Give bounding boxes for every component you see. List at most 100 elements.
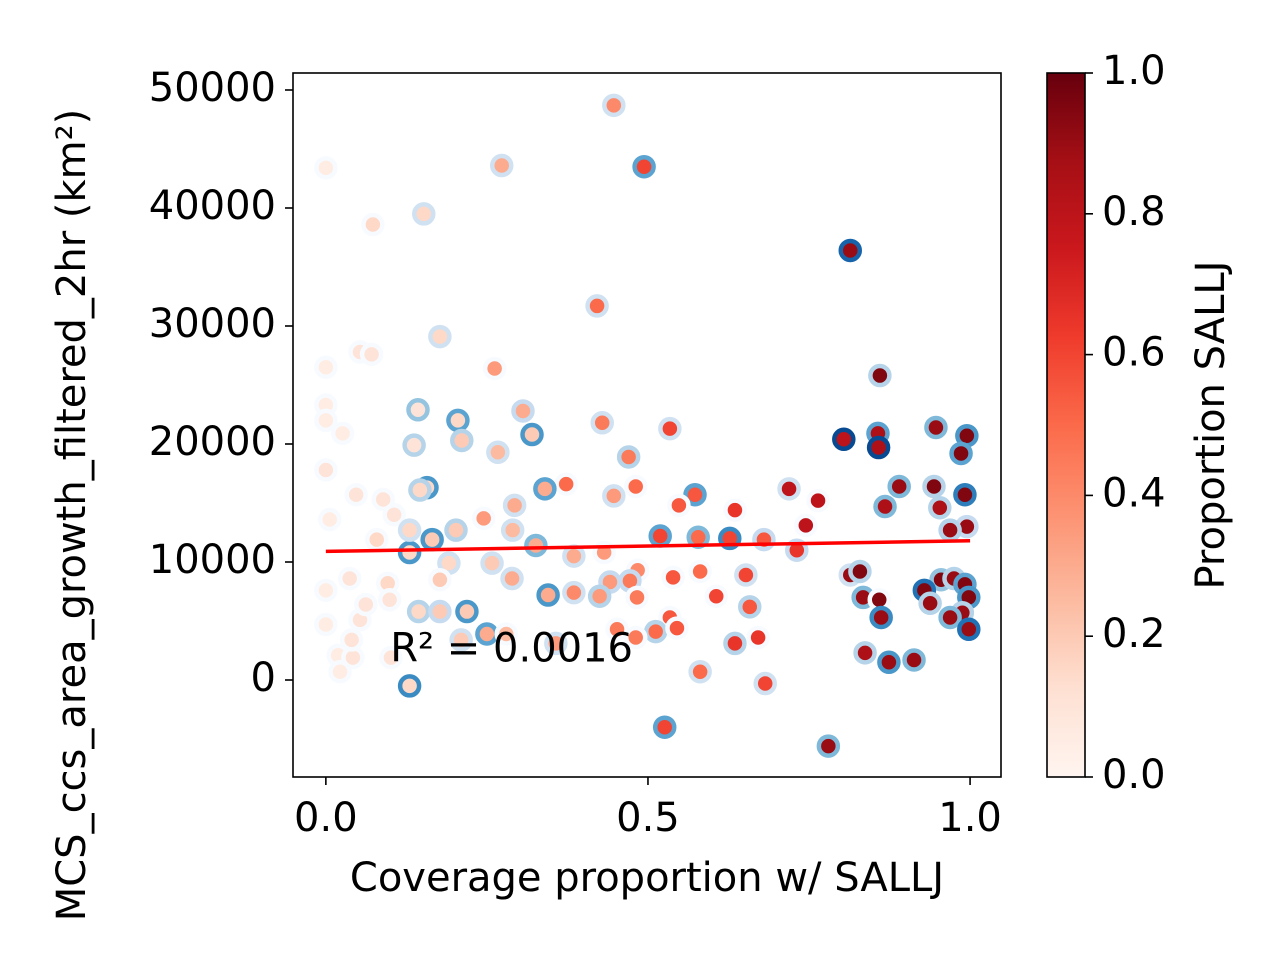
point — [554, 472, 578, 496]
point — [632, 154, 656, 179]
point — [949, 441, 973, 466]
point — [928, 495, 952, 520]
point — [480, 551, 504, 575]
point — [379, 645, 403, 670]
point — [314, 156, 338, 180]
point — [455, 599, 479, 624]
point — [337, 566, 362, 591]
point — [643, 619, 668, 644]
y-tick-label: 50000 — [149, 65, 276, 111]
colorbar-tick-label: 0.0 — [1102, 752, 1166, 798]
point — [428, 324, 452, 349]
point — [328, 659, 352, 684]
point — [314, 408, 338, 433]
point — [562, 580, 586, 605]
point — [590, 411, 614, 435]
point — [887, 474, 911, 499]
point — [406, 599, 431, 624]
point — [957, 617, 981, 642]
point — [500, 566, 524, 591]
point — [450, 428, 474, 453]
point — [330, 421, 355, 446]
point — [536, 583, 560, 607]
point — [511, 399, 535, 423]
annotation: R² = 0.0016 — [390, 626, 633, 672]
point — [489, 153, 514, 178]
point — [623, 474, 648, 499]
point — [602, 484, 626, 508]
colorbar — [1046, 72, 1086, 778]
point — [397, 518, 422, 542]
point — [734, 563, 758, 587]
point — [777, 477, 801, 501]
point — [500, 518, 525, 542]
point — [869, 605, 893, 630]
point — [520, 422, 544, 447]
point — [873, 494, 897, 519]
point — [704, 584, 729, 608]
point — [406, 398, 430, 422]
trend-line — [325, 539, 971, 554]
point — [317, 507, 342, 532]
point — [605, 617, 629, 642]
point — [738, 595, 762, 619]
y-axis-label: MCS_ccs_area_growth_filtered_2hr (km²) — [49, 109, 95, 922]
point — [471, 506, 496, 531]
point — [688, 659, 712, 684]
point — [344, 482, 368, 507]
point — [494, 622, 518, 646]
point — [688, 559, 712, 584]
point — [902, 648, 926, 672]
point — [785, 538, 809, 562]
point — [444, 518, 468, 542]
point — [587, 584, 612, 608]
point — [339, 628, 364, 652]
point — [402, 433, 426, 457]
colorbar-tick-label: 0.8 — [1102, 189, 1166, 235]
y-tick-label: 10000 — [149, 537, 276, 583]
point — [838, 238, 863, 263]
point — [658, 416, 682, 441]
x-tick-label: 0.0 — [294, 795, 358, 841]
colorbar-tick-label: 0.2 — [1102, 611, 1166, 657]
point — [625, 585, 649, 610]
point — [412, 202, 436, 226]
point — [397, 674, 422, 698]
point — [918, 591, 942, 616]
point — [752, 527, 776, 552]
point — [502, 493, 527, 518]
point — [533, 477, 557, 501]
y-tick-label: 20000 — [149, 419, 276, 465]
point — [683, 482, 707, 507]
point — [364, 527, 389, 552]
point — [446, 408, 470, 433]
axes-frame — [292, 72, 1002, 778]
point — [794, 513, 818, 538]
point — [877, 650, 901, 675]
point — [354, 592, 378, 617]
point — [868, 363, 892, 388]
point — [486, 440, 510, 465]
y-tick-label: 40000 — [149, 183, 276, 229]
plot-area — [314, 93, 981, 758]
point — [648, 524, 672, 548]
point — [602, 93, 626, 118]
point — [314, 578, 338, 603]
point — [661, 565, 685, 590]
point — [449, 628, 473, 652]
point — [361, 212, 385, 237]
point — [938, 605, 962, 630]
point — [723, 498, 747, 522]
x-tick-label: 0.5 — [616, 795, 680, 841]
point — [753, 671, 777, 696]
point — [314, 458, 338, 482]
colorbar-label: Proportion SALLJ — [1188, 261, 1234, 590]
point — [806, 488, 830, 513]
point — [853, 641, 877, 665]
point — [652, 715, 677, 739]
point — [314, 612, 338, 637]
point — [544, 631, 568, 656]
point — [408, 478, 432, 502]
point — [746, 625, 770, 650]
